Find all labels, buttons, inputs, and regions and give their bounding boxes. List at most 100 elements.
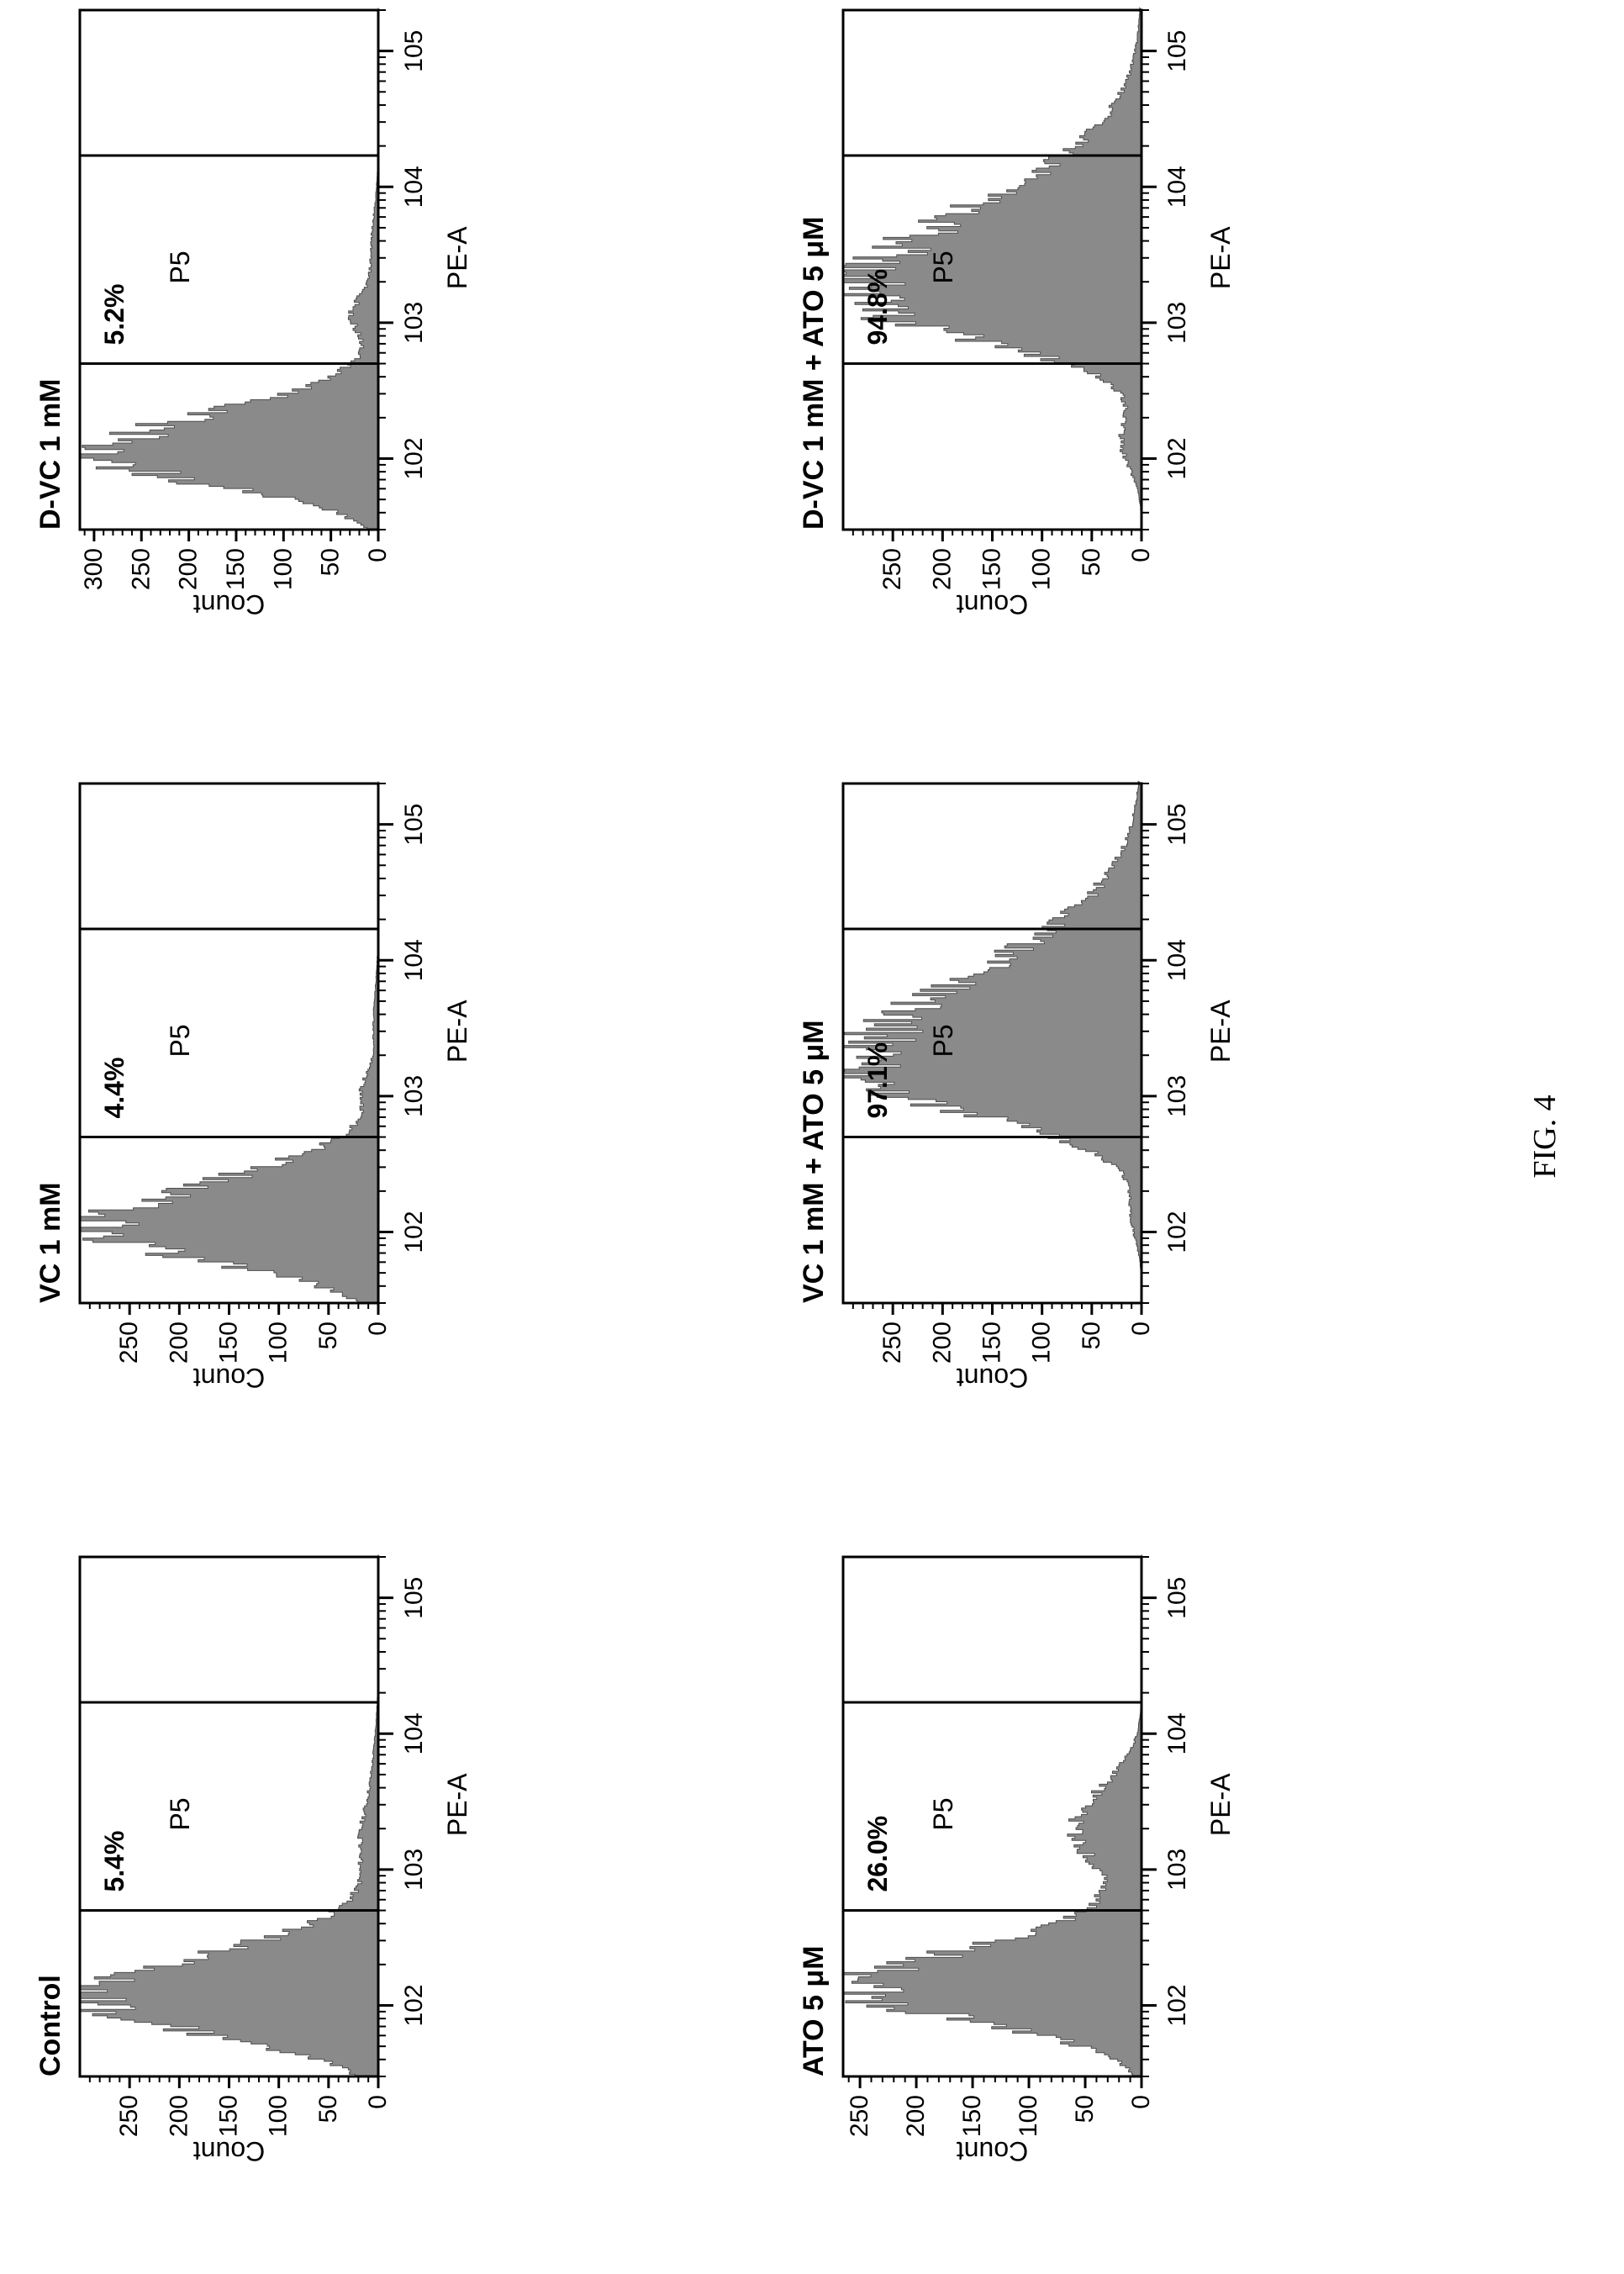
y-axis-label: Count	[193, 1363, 266, 1393]
panel-title: D-VC 1 mM	[34, 379, 66, 530]
histogram-area	[79, 8, 379, 530]
histogram-area	[79, 781, 379, 1304]
gate-percent: 4.4%	[99, 1058, 129, 1119]
x-tick-label: 102	[1163, 1211, 1191, 1253]
x-tick-label: 104	[400, 939, 428, 981]
histogram-panel-d-vc: 0 50 100 150 200 250 300 102 103 104 105 PE-A Count D…	[34, 8, 472, 620]
gate-name: P5	[928, 1797, 958, 1830]
y-tick-label: 200	[928, 548, 956, 590]
y-tick-label: 150	[215, 1322, 243, 1364]
y-tick-label: 50	[314, 2095, 342, 2123]
y-tick-label: 100	[1028, 548, 1056, 590]
y-tick-label: 250	[115, 2095, 143, 2137]
y-tick-label: 50	[314, 1322, 342, 1349]
histogram-panel-d-vc-ato: 0 50 100 150 200 250 102 103 104 105 PE-A Count D-VC…	[798, 6, 1236, 620]
x-axis-label: PE-A	[442, 1773, 472, 1836]
y-tick-label: 100	[265, 2095, 293, 2137]
y-tick-label: 200	[902, 2095, 930, 2137]
y-tick-label: 0	[364, 2095, 392, 2109]
panel-title: VC 1 mM	[34, 1182, 66, 1303]
histogram-area	[842, 6, 1142, 530]
figure-label: FIG. 4	[1527, 1095, 1563, 1179]
gate-percent: 5.2%	[99, 284, 129, 346]
plot-frame	[78, 8, 380, 531]
x-tick-label: 105	[400, 1577, 428, 1619]
x-axis-label: PE-A	[442, 226, 472, 289]
y-tick-label: 250	[878, 1322, 906, 1364]
gate-name: P5	[928, 251, 958, 283]
x-tick-label: 105	[400, 30, 428, 72]
x-tick-label: 103	[1163, 302, 1191, 344]
gate-name: P5	[165, 251, 195, 283]
x-tick-label: 102	[400, 437, 428, 479]
x-tick-label: 103	[400, 1849, 428, 1891]
plot-frame	[841, 1555, 1143, 2078]
y-tick-label: 50	[1071, 2095, 1099, 2123]
y-tick-label: 100	[265, 1322, 293, 1364]
y-axis-label: Count	[957, 1363, 1029, 1393]
gate-name: P5	[165, 1797, 195, 1830]
x-axis-label: PE-A	[1205, 1773, 1236, 1836]
x-tick-label: 104	[400, 1712, 428, 1754]
y-axis-label: Count	[193, 2136, 266, 2166]
histogram-panel-vc: 0 50 100 150 200 250 102 103 104 105 PE-A Count VC 1…	[34, 781, 472, 1393]
histogram-panel-ato: 0 50 100 150 200 250 102 103 104 105 PE-A Count ATO …	[798, 1554, 1236, 2166]
y-tick-label: 300	[80, 548, 108, 590]
gate-name: P5	[928, 1024, 958, 1057]
x-tick-label: 102	[1163, 1984, 1191, 2026]
x-tick-label: 105	[1163, 1577, 1191, 1619]
y-tick-label: 200	[175, 548, 203, 590]
y-tick-label: 250	[846, 2095, 873, 2137]
histogram-area	[842, 1554, 1142, 2077]
x-tick-label: 104	[1163, 939, 1191, 981]
y-tick-label: 200	[928, 1322, 956, 1364]
histogram-area	[79, 1554, 379, 2077]
y-tick-label: 150	[958, 2095, 986, 2137]
y-tick-label: 50	[1078, 1322, 1105, 1349]
y-tick-label: 200	[165, 1322, 192, 1364]
gate-name: P5	[165, 1024, 195, 1057]
y-tick-label: 100	[1028, 1322, 1056, 1364]
x-tick-label: 104	[400, 166, 428, 208]
y-tick-label: 0	[364, 548, 392, 562]
y-tick-label: 150	[978, 1322, 1006, 1364]
x-tick-label: 105	[1163, 30, 1191, 72]
y-axis-label: Count	[957, 589, 1029, 620]
x-tick-label: 104	[1163, 1712, 1191, 1754]
y-tick-label: 250	[115, 1322, 143, 1364]
gate-percent: 5.4%	[99, 1831, 129, 1892]
x-tick-label: 105	[400, 804, 428, 846]
histogram-panel-vc-ato: 0 50 100 150 200 250 102 103 104 105 PE-A Count VC 1…	[798, 780, 1236, 1393]
y-tick-label: 150	[222, 548, 250, 590]
x-tick-label: 103	[1163, 1075, 1191, 1117]
x-tick-label: 103	[1163, 1849, 1191, 1891]
y-tick-label: 150	[215, 2095, 243, 2137]
histogram-panel-control: 0 50 100 150 200 250 102 103 104 105 PE-A Count Cont…	[34, 1554, 472, 2166]
y-tick-label: 200	[165, 2095, 192, 2137]
y-axis-label: Count	[193, 589, 266, 620]
x-axis-label: PE-A	[442, 1000, 472, 1063]
y-tick-label: 50	[317, 548, 345, 576]
panel-title: D-VC 1 mM + ATO 5 μM	[798, 216, 830, 530]
y-tick-label: 100	[1015, 2095, 1042, 2137]
panel-title: ATO 5 μM	[798, 1945, 830, 2076]
y-tick-label: 50	[1078, 548, 1105, 576]
panel-title: VC 1 mM + ATO 5 μM	[798, 1020, 830, 1303]
y-tick-label: 250	[127, 548, 155, 590]
gate-percent: 97.1%	[862, 1042, 893, 1119]
y-tick-label: 150	[978, 548, 1006, 590]
x-tick-label: 102	[400, 1984, 428, 2026]
gate-percent: 94.8%	[862, 269, 893, 346]
panel-title: Control	[34, 1975, 66, 2076]
y-tick-label: 0	[364, 1322, 392, 1336]
y-axis-label: Count	[957, 2136, 1029, 2166]
y-tick-label: 0	[1127, 2095, 1155, 2109]
y-tick-label: 250	[878, 548, 906, 590]
y-tick-label: 0	[1127, 1322, 1155, 1336]
histogram-area	[842, 780, 1142, 1303]
gate-percent: 26.0%	[862, 1816, 893, 1892]
x-axis-label: PE-A	[1205, 1000, 1236, 1063]
x-axis-label: PE-A	[1205, 226, 1236, 289]
x-tick-label: 103	[400, 1075, 428, 1117]
